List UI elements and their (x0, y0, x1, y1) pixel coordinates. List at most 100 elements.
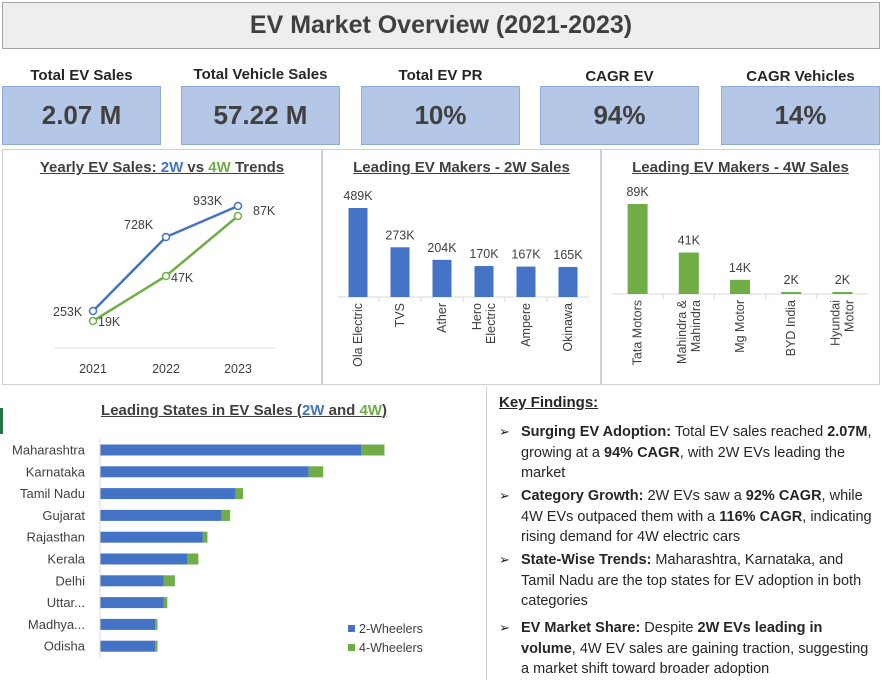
data-label: 14K (729, 261, 752, 275)
bar (781, 291, 802, 294)
category-label-group: Mg Motor (733, 300, 747, 353)
bar (558, 266, 578, 297)
states-title: Leading States in EV Sales (2W and 4W) (2, 402, 486, 419)
yearly-sales-title: Yearly EV Sales: 2W vs 4W Trends (3, 159, 321, 176)
y-tick-label: Kerala (47, 552, 85, 567)
finding-run: , 4W EV sales are gaining traction, sugg… (521, 640, 869, 678)
y-tick-label: Odisha (44, 639, 86, 654)
x-tick-label: Electric (484, 303, 498, 344)
y-tick-label: Gujarat (42, 508, 85, 523)
series-line-2W (92, 204, 239, 312)
bar-2w (100, 597, 164, 609)
x-tick-label: Motor (842, 300, 856, 332)
finding-run: Maharashtra, Karnataka, and Tamil Nadu a… (521, 552, 862, 609)
data-label: 19K (98, 315, 121, 329)
bar-4w (163, 597, 168, 609)
data-label: 165K (553, 248, 583, 262)
data-label: 89K (626, 185, 649, 199)
data-label: 167K (511, 248, 541, 262)
kpi-value: 57.22 M (181, 86, 340, 145)
finding-highlight: 2.07M (827, 424, 868, 440)
makers-2w-title: Leading EV Makers - 2W Sales (353, 159, 570, 176)
category-label-group: Okinawa (561, 303, 575, 352)
makers-4w-bar-chart: 89K Tata Motors 41K Mahindra & Mahindra 14K Mg… (612, 185, 868, 365)
category-label-group: Ampere (519, 303, 533, 347)
bar-4w (187, 553, 199, 565)
data-label: 489K (343, 189, 373, 203)
data-label: 933K (193, 194, 223, 208)
kpi-value: 2.07 M (2, 86, 161, 145)
bar-2w (100, 509, 222, 521)
x-tick-label: Ola Electric (351, 303, 365, 367)
kpi-value: 10% (361, 86, 520, 145)
finding-run: , indicating rising demand for 4W electr… (521, 508, 872, 546)
bar-4w (155, 640, 158, 652)
makers-4w-title: Leading EV Makers - 4W Sales (632, 159, 849, 176)
finding-highlight: Surging EV Adoption: (521, 424, 672, 440)
finding-run: 2W EVs saw a (643, 488, 746, 504)
x-tick-label: Tata Motors (631, 300, 645, 365)
kpi-label: CAGR EV (585, 68, 654, 85)
finding-item: ➢ Category Growth: 2W EVs saw a 92% CAGR,… (499, 486, 877, 548)
x-tick-label: TVS (393, 303, 407, 327)
data-point (161, 271, 171, 281)
y-tick-label: Tamil Nadu (20, 486, 85, 501)
bar (516, 266, 536, 297)
bar-4w (155, 618, 158, 630)
makers-2w-panel: Leading EV Makers - 2W Sales 489K Ola Ele… (322, 149, 601, 385)
bar (730, 279, 750, 294)
legend-swatch (348, 644, 355, 651)
x-tick-label: Mg Motor (733, 300, 747, 353)
data-label: 204K (427, 241, 457, 255)
bar (348, 208, 368, 297)
dashboard-title: EV Market Overview (2021-2023) (2, 2, 880, 49)
bar (832, 291, 853, 294)
states-panel: Leading States in EV Sales (2W and 4W) M… (2, 386, 486, 680)
finding-run: , growing at a (521, 424, 872, 461)
x-tick-label: Hyundai (828, 300, 842, 346)
title-mid: vs (183, 159, 209, 176)
legend-swatch (348, 625, 355, 632)
title-4w: 4W (208, 159, 231, 176)
states-title-2w: 2W (301, 402, 325, 419)
category-label-group: BYD India (784, 300, 798, 356)
x-tick-label: 2021 (79, 362, 107, 376)
y-tick-label: Madhya... (28, 617, 85, 632)
category-label-group: TVS (393, 303, 407, 327)
finding-highlight: EV Market Share: (521, 620, 641, 636)
bar-4w (163, 575, 175, 587)
bar-4w (308, 466, 324, 478)
data-point (233, 201, 243, 211)
bar-2w (100, 466, 309, 478)
finding-run: Total EV sales reached (671, 424, 828, 440)
data-label: 273K (385, 228, 415, 242)
sheet-cell-marker (0, 408, 3, 434)
kpi-value: 94% (540, 86, 699, 145)
data-label: 728K (124, 218, 154, 232)
data-label: 2K (784, 273, 800, 287)
states-title-mid: and (324, 402, 360, 419)
makers-4w-panel: Leading EV Makers - 4W Sales 89K Tata Mot… (601, 149, 880, 385)
bar (474, 266, 494, 297)
x-tick-label: Hero (470, 303, 484, 330)
arrow-bullet-icon: ➢ (499, 488, 510, 503)
data-point (88, 306, 98, 316)
x-tick-label: 2022 (152, 362, 180, 376)
data-label: 170K (469, 247, 499, 261)
states-title-suffix: ) (381, 402, 387, 419)
data-point (161, 232, 171, 242)
bar-2w (100, 575, 164, 587)
finding-highlight: Category Growth: (521, 488, 644, 504)
key-findings-panel: Key Findings: ➢ Surging EV Adoption: Tota… (486, 386, 880, 680)
bar-2w (100, 444, 361, 456)
key-findings-title: Key Findings: (499, 394, 599, 411)
finding-run: Despite (640, 620, 698, 636)
y-tick-label: Delhi (55, 573, 85, 588)
finding-text: Surging EV Adoption: Total EV sales reac… (521, 422, 877, 484)
legend-label: 2-Wheelers (359, 622, 423, 636)
x-tick-label: 2023 (224, 362, 252, 376)
bar-2w (100, 553, 187, 565)
x-tick-label: Mahindra & (675, 299, 689, 364)
title-2w: 2W (160, 159, 184, 176)
finding-highlight: 2W EVs leading in volume (521, 620, 823, 657)
